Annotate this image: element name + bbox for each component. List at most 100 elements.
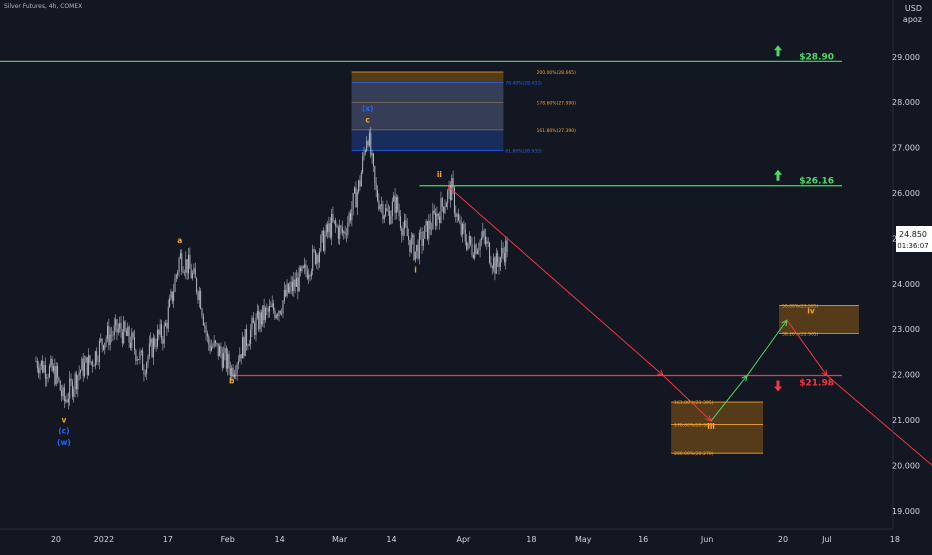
candle-body-228 bbox=[343, 231, 345, 233]
candle-body-53 bbox=[107, 326, 109, 339]
candle-body-15 bbox=[55, 365, 57, 385]
candle-body-170 bbox=[264, 308, 266, 320]
candle-body-281 bbox=[414, 251, 416, 260]
candle-body-113 bbox=[188, 254, 190, 274]
fib-level-label-0-1: 178.60%(27.990) bbox=[537, 101, 577, 107]
x-tick-label-6: 14 bbox=[386, 535, 396, 544]
candle-body-186 bbox=[286, 283, 288, 297]
candle-body-128 bbox=[208, 336, 210, 345]
candle-body-237 bbox=[355, 187, 357, 208]
candle-body-187 bbox=[287, 283, 289, 293]
candle-body-236 bbox=[354, 187, 356, 193]
candle-body-117 bbox=[193, 268, 195, 274]
candle-body-265 bbox=[393, 195, 395, 202]
candle-body-239 bbox=[358, 180, 360, 192]
candle-body-134 bbox=[216, 343, 218, 344]
candle-body-1 bbox=[36, 361, 38, 369]
x-tick-label-9: May bbox=[575, 535, 592, 544]
candle-body-153 bbox=[242, 337, 244, 359]
candle-body-225 bbox=[339, 225, 341, 239]
candle-body-91 bbox=[158, 330, 160, 335]
candle-body-39 bbox=[88, 355, 90, 375]
candle-body-235 bbox=[352, 192, 354, 209]
candle-body-122 bbox=[200, 291, 202, 309]
projection-segment-3 bbox=[746, 319, 788, 376]
candle-body-247 bbox=[368, 132, 370, 146]
candle-body-202 bbox=[308, 275, 310, 279]
candle-body-68 bbox=[127, 326, 129, 336]
y-tick-label-0: 19.000 bbox=[892, 507, 920, 516]
candle-body-60 bbox=[116, 319, 118, 333]
scale-mode[interactable]: apoz bbox=[902, 15, 922, 24]
candle-body-240 bbox=[359, 180, 361, 187]
candle-body-11 bbox=[50, 358, 52, 366]
x-tick-label-8: 18 bbox=[526, 535, 536, 544]
candle-body-154 bbox=[243, 337, 245, 357]
candle-body-56 bbox=[111, 334, 113, 336]
candle-body-9 bbox=[47, 377, 49, 378]
candle-body-163 bbox=[255, 317, 257, 336]
wave-label-7: i bbox=[414, 265, 417, 274]
candle-body-262 bbox=[389, 211, 391, 224]
candle-body-216 bbox=[327, 224, 329, 233]
candle-body-201 bbox=[306, 271, 308, 279]
candle-body-277 bbox=[409, 239, 411, 253]
wave-label-10: iv bbox=[807, 306, 815, 315]
candle-body-173 bbox=[269, 306, 271, 312]
candle-body-87 bbox=[152, 338, 154, 358]
candle-body-316 bbox=[462, 223, 464, 235]
fib-level-label-3-1: 178.60%(20.900) bbox=[674, 423, 714, 429]
candle-body-269 bbox=[398, 210, 400, 217]
fib-box-2 bbox=[779, 305, 859, 334]
candle-body-319 bbox=[466, 241, 468, 250]
candle-body-42 bbox=[92, 361, 94, 367]
candle-body-318 bbox=[464, 229, 466, 242]
candle-body-302 bbox=[443, 206, 445, 214]
candle-body-199 bbox=[304, 264, 306, 268]
wave-label-6: c bbox=[365, 116, 369, 125]
fib-level-label-2-1: 38.20%(22.905) bbox=[782, 332, 819, 338]
candle-body-13 bbox=[53, 366, 55, 371]
candle-body-142 bbox=[227, 353, 229, 369]
candle-body-150 bbox=[237, 361, 239, 365]
candle-body-45 bbox=[96, 351, 98, 362]
candle-body-129 bbox=[209, 344, 211, 351]
candle-body-214 bbox=[324, 235, 326, 251]
candle-body-267 bbox=[395, 197, 397, 213]
candle-body-287 bbox=[422, 238, 424, 246]
candle-body-32 bbox=[78, 372, 80, 376]
price-badge: 24.850 01:36:07 bbox=[896, 226, 932, 252]
candle-body-76 bbox=[138, 359, 140, 360]
candle-body-238 bbox=[356, 191, 358, 208]
candle-body-96 bbox=[165, 322, 167, 326]
candle-body-294 bbox=[432, 210, 434, 230]
candle-body-290 bbox=[426, 220, 428, 240]
candle-body-98 bbox=[167, 307, 169, 329]
x-tick-label-10: 16 bbox=[638, 535, 648, 544]
currency-label[interactable]: USD apoz bbox=[903, 3, 922, 25]
candle-body-160 bbox=[251, 317, 253, 330]
candle-body-84 bbox=[148, 343, 150, 357]
candle-body-109 bbox=[182, 271, 184, 273]
candle-body-8 bbox=[46, 377, 48, 379]
candle-body-145 bbox=[231, 367, 233, 377]
candle-body-310 bbox=[453, 188, 455, 213]
x-tick-label-5: Mar bbox=[332, 535, 348, 544]
candle-body-271 bbox=[401, 227, 403, 236]
candle-body-204 bbox=[310, 271, 312, 277]
candle-body-141 bbox=[225, 348, 227, 369]
candle-body-257 bbox=[382, 204, 384, 220]
candle-body-278 bbox=[410, 237, 412, 253]
fib-level-label-1-1: 61.80%(26.935) bbox=[505, 149, 542, 155]
candle-body-230 bbox=[345, 234, 347, 235]
level-label-2: $21.98 bbox=[799, 379, 834, 389]
candle-body-80 bbox=[143, 370, 145, 375]
candle-body-231 bbox=[347, 223, 349, 235]
candle-body-164 bbox=[256, 311, 258, 318]
candle-body-272 bbox=[402, 228, 404, 236]
candle-body-342 bbox=[497, 253, 499, 263]
candle-body-321 bbox=[468, 236, 470, 243]
candle-body-31 bbox=[77, 375, 79, 390]
